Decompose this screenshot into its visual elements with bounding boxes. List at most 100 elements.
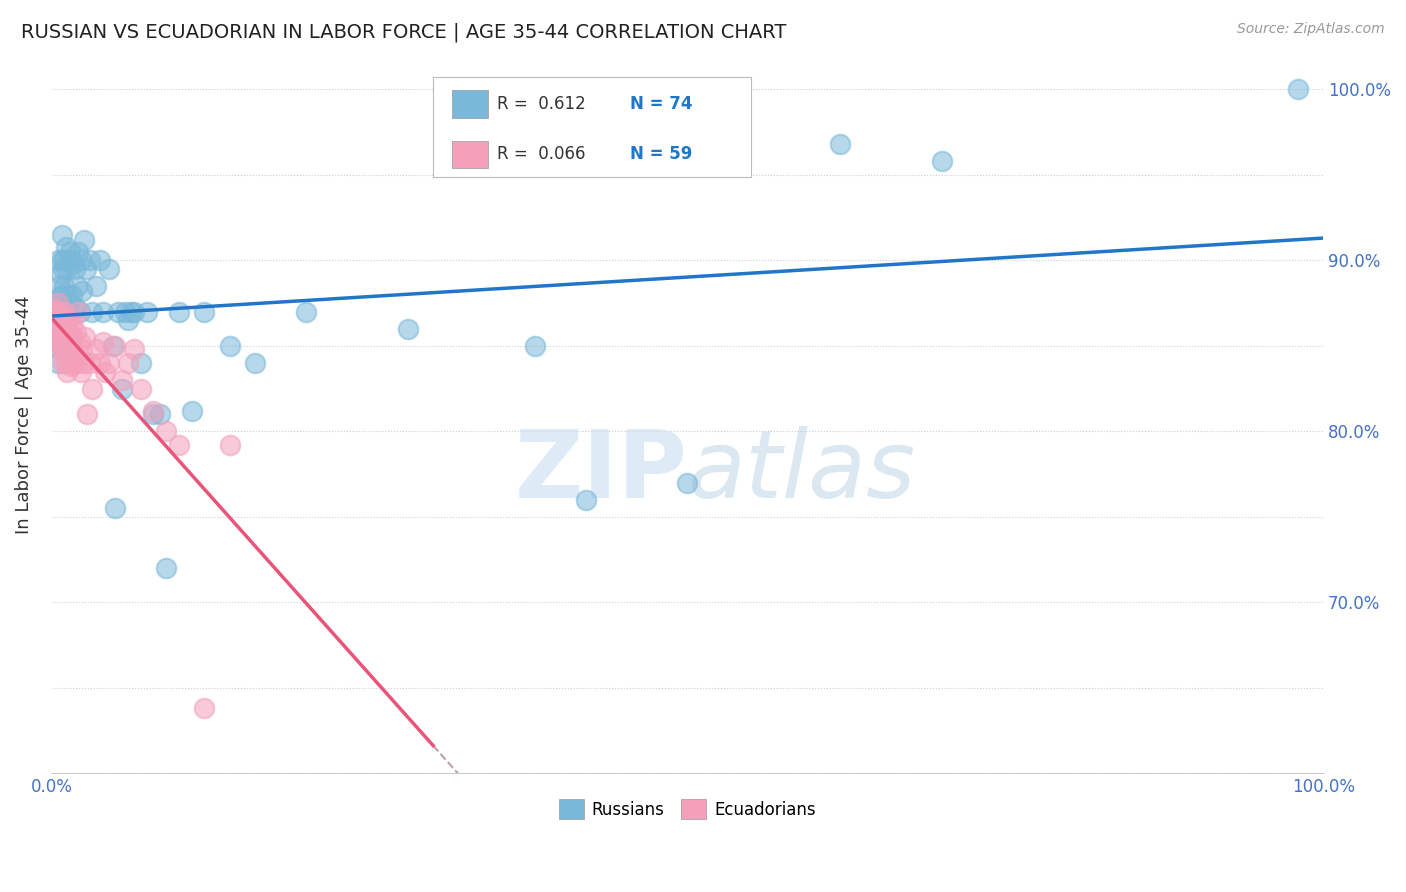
Point — [107, 304, 129, 318]
Point — [104, 339, 127, 353]
Point — [111, 382, 134, 396]
Point — [828, 137, 851, 152]
Point — [155, 561, 177, 575]
Point — [58, 313, 80, 327]
Point — [575, 492, 598, 507]
Point — [60, 287, 83, 301]
Point — [60, 318, 83, 333]
Text: Source: ZipAtlas.com: Source: ZipAtlas.com — [1237, 22, 1385, 37]
Point — [51, 313, 73, 327]
Point — [75, 261, 97, 276]
Point — [46, 296, 69, 310]
Text: R =  0.066: R = 0.066 — [496, 145, 585, 163]
Point — [67, 304, 90, 318]
Point — [44, 318, 66, 333]
Point — [56, 325, 79, 339]
Text: R =  0.612: R = 0.612 — [496, 95, 585, 113]
Point — [129, 356, 152, 370]
Point — [56, 365, 79, 379]
Point — [62, 330, 84, 344]
FancyBboxPatch shape — [453, 90, 488, 118]
Point — [58, 304, 80, 318]
Point — [149, 407, 172, 421]
Point — [1286, 82, 1309, 96]
Point — [136, 304, 159, 318]
Point — [69, 335, 91, 350]
Point — [42, 301, 65, 316]
Point — [53, 339, 76, 353]
Point — [72, 343, 94, 357]
Point — [70, 253, 93, 268]
Point — [45, 296, 67, 310]
Point — [45, 308, 67, 322]
Point — [52, 261, 75, 276]
Point — [396, 322, 419, 336]
Point — [44, 325, 66, 339]
Point — [52, 322, 75, 336]
Point — [55, 304, 77, 318]
Point — [59, 335, 82, 350]
Point — [51, 304, 73, 318]
Point — [84, 343, 107, 357]
Point — [79, 356, 101, 370]
Point — [51, 253, 73, 268]
Point — [58, 244, 80, 259]
Point — [193, 701, 215, 715]
Point — [79, 253, 101, 268]
Point — [65, 301, 87, 316]
FancyBboxPatch shape — [453, 141, 488, 168]
Point — [49, 339, 72, 353]
Point — [58, 343, 80, 357]
Point — [53, 304, 76, 318]
Point — [55, 356, 77, 370]
Point — [46, 253, 69, 268]
Point — [218, 339, 240, 353]
Point — [53, 279, 76, 293]
Point — [49, 318, 72, 333]
Text: atlas: atlas — [688, 426, 915, 517]
Point — [70, 365, 93, 379]
Point — [52, 287, 75, 301]
Point — [60, 356, 83, 370]
Point — [931, 154, 953, 169]
Point — [66, 356, 89, 370]
Point — [97, 356, 120, 370]
Point — [58, 325, 80, 339]
Point — [129, 382, 152, 396]
Legend: Russians, Ecuadorians: Russians, Ecuadorians — [553, 792, 823, 826]
Point — [45, 325, 67, 339]
Point — [91, 335, 114, 350]
Text: ZIP: ZIP — [515, 425, 688, 517]
Point — [55, 318, 77, 333]
Point — [44, 308, 66, 322]
Point — [72, 233, 94, 247]
Point — [59, 359, 82, 374]
Text: N = 74: N = 74 — [630, 95, 693, 113]
Point — [46, 301, 69, 316]
Point — [49, 304, 72, 318]
Point — [48, 279, 70, 293]
Point — [45, 304, 67, 318]
Point — [51, 227, 73, 242]
Point — [53, 253, 76, 268]
Point — [63, 261, 86, 276]
Point — [59, 253, 82, 268]
Point — [142, 404, 165, 418]
Point — [45, 313, 67, 327]
Point — [48, 308, 70, 322]
Point — [97, 261, 120, 276]
Point — [155, 425, 177, 439]
Point — [72, 284, 94, 298]
Point — [72, 356, 94, 370]
Point — [49, 287, 72, 301]
Point — [46, 322, 69, 336]
Point — [46, 356, 69, 370]
Point — [45, 343, 67, 357]
Point — [53, 304, 76, 318]
Point — [167, 438, 190, 452]
Point — [193, 304, 215, 318]
Point — [180, 404, 202, 418]
Point — [42, 328, 65, 343]
Point — [89, 253, 111, 268]
Point — [124, 343, 146, 357]
